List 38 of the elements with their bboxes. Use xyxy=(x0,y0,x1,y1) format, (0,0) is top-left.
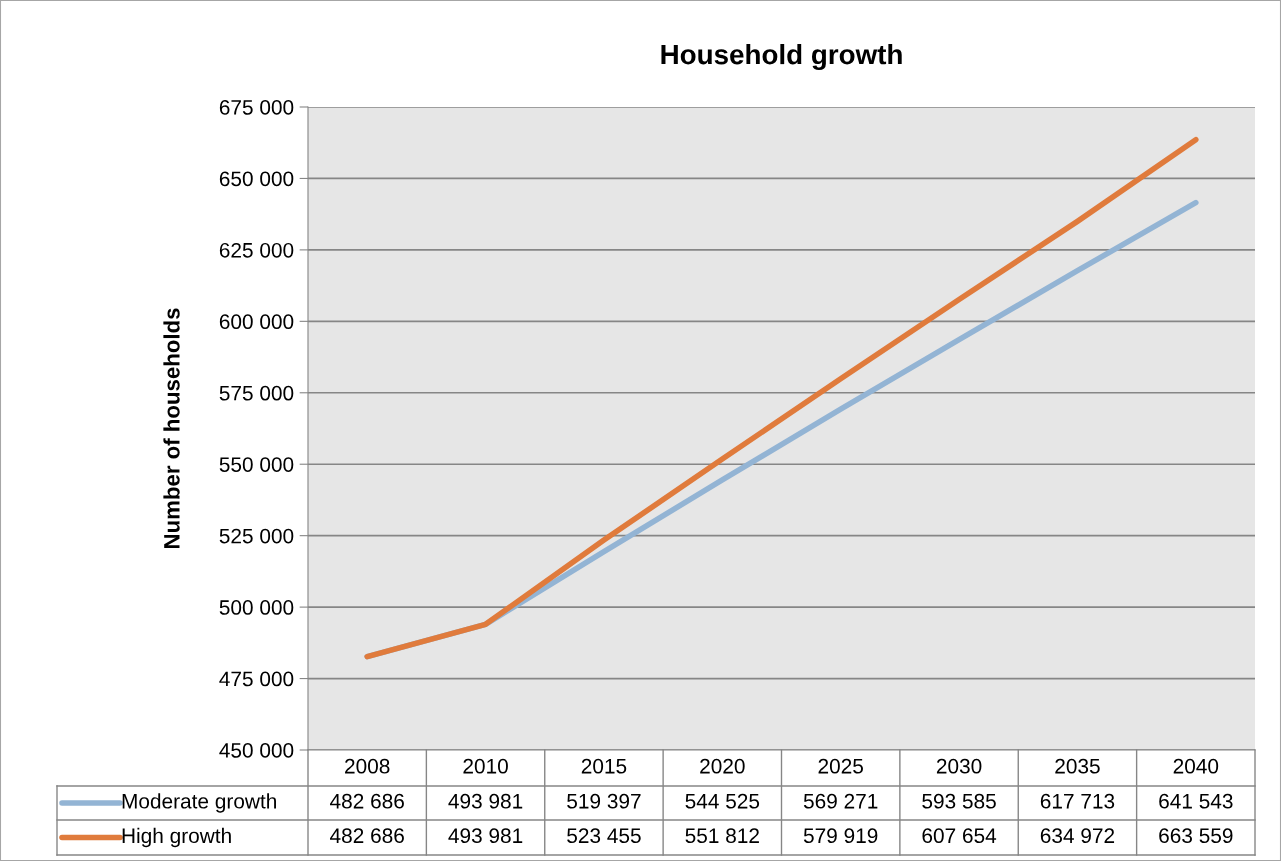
x-tick-label: 2030 xyxy=(936,758,982,774)
x-tick-label: 2035 xyxy=(1055,758,1100,774)
y-tick-label: 650 000 xyxy=(219,171,294,187)
data-label: 569 271 xyxy=(803,793,878,809)
chart-title: Household growth xyxy=(661,43,902,71)
data-label: 519 397 xyxy=(567,793,641,809)
y-tick-label: 450 000 xyxy=(219,743,294,758)
data-label: 493 981 xyxy=(448,793,523,809)
y-tick-label: 600 000 xyxy=(219,314,294,330)
data-label: 634 972 xyxy=(1040,828,1115,844)
data-label: 607 654 xyxy=(922,828,997,844)
y-tick-label: 675 000 xyxy=(219,100,294,115)
data-label: 641 543 xyxy=(1159,793,1233,809)
x-tick-label: 2008 xyxy=(345,758,390,774)
data-label: 579 919 xyxy=(803,828,878,844)
legend-label: High growth xyxy=(122,827,231,848)
data-label: 593 585 xyxy=(922,793,996,809)
x-tick-label: 2040 xyxy=(1173,758,1219,774)
y-tick-label: 500 000 xyxy=(219,600,294,615)
data-label: 523 455 xyxy=(567,828,641,844)
x-tick-label: 2015 xyxy=(581,758,627,774)
y-axis-title: Number of households xyxy=(163,308,180,548)
data-label: 482 686 xyxy=(330,793,404,809)
data-label: 544 525 xyxy=(685,793,760,809)
x-tick-label: 2025 xyxy=(818,758,863,774)
y-tick-label: 575 000 xyxy=(219,385,294,401)
legend-label: Moderate growth xyxy=(122,793,276,813)
data-label: 617 713 xyxy=(1040,793,1115,809)
data-label: 551 812 xyxy=(685,828,759,844)
data-label: 482 686 xyxy=(330,828,404,844)
y-tick-label: 550 000 xyxy=(219,457,294,472)
y-tick-label: 625 000 xyxy=(219,242,294,258)
y-tick-label: 525 000 xyxy=(219,528,294,544)
x-tick-label: 2020 xyxy=(700,758,745,774)
x-tick-label: 2010 xyxy=(463,758,508,774)
y-tick-label: 475 000 xyxy=(219,671,294,687)
data-label: 663 559 xyxy=(1159,828,1233,844)
data-label: 493 981 xyxy=(448,828,523,844)
